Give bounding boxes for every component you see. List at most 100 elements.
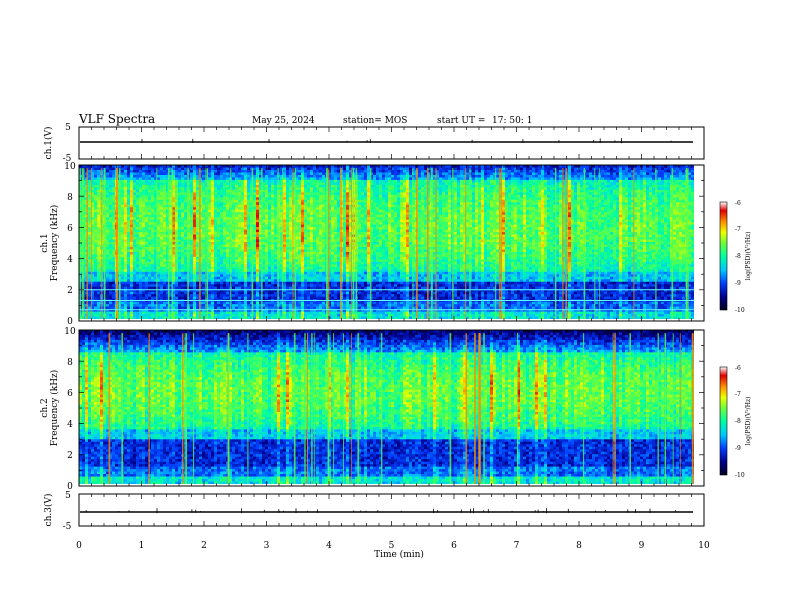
spectrogram-cell [148,259,152,263]
spectrogram-cell [112,219,116,223]
spectrogram-cell [196,217,200,221]
spectrogram-cell [145,177,149,181]
spectrogram-cell [121,261,125,265]
spectrogram-cell [301,251,305,255]
spectrogram-cell [160,314,164,317]
spectrogram-cell [175,311,179,315]
spectrogram-cell [145,246,149,250]
spectrogram-cell [238,192,242,196]
spectrogram-cell [220,209,224,213]
spectrogram-cell [289,194,293,198]
spectrogram-cell [202,189,206,193]
spectrogram-cell [241,207,245,211]
spectrogram-cell [247,179,251,183]
spectrogram-cell [217,209,221,213]
spectrogram-cell [223,284,227,288]
spectrogram-cell [106,306,110,310]
spectrogram-cell [121,202,125,206]
spectrogram-cell [127,182,131,186]
spectrogram-cell [184,222,188,226]
spectrogram-cell [226,271,230,275]
spectrogram-cell [271,179,275,183]
spectrogram-cell [217,204,221,208]
spectrogram-cell [244,234,248,238]
spectrogram-cell [295,284,299,288]
spectrogram-cell [154,264,158,268]
spectrogram-cell [316,187,320,191]
spectrogram-cell [262,207,266,211]
spectrogram-cell [247,301,251,305]
spectrogram-cell [157,316,161,319]
spectrogram-cell [193,301,197,305]
spectrogram-cell [151,279,155,283]
spectrogram-cell [148,227,152,230]
spectrogram-cell [196,306,200,310]
spectrogram-cell [256,192,260,196]
spectrogram-cell [286,217,290,221]
spectrogram-cell [163,249,167,253]
spectrogram-cell [202,266,206,270]
spectrogram-cell [127,174,131,178]
spectrogram-cell [202,194,206,198]
spectrogram-cell [283,281,287,285]
spectrogram-cell [178,276,182,280]
spectrogram-cell [127,227,131,230]
spectrogram-cell [151,237,155,240]
spectrogram-cell [238,309,242,312]
spectrogram-cell [172,167,176,171]
spectrogram-cell [286,179,290,183]
spectrogram-cell [109,246,113,250]
spectrogram-cell [172,179,176,183]
spectrogram-cell [286,269,290,273]
spectrogram-cell [259,232,263,235]
spectrogram-cell [286,239,290,243]
spectrogram-cell [247,314,251,317]
spectrogram-cell [163,239,167,243]
spectrogram-cell [121,316,125,319]
spectrogram-cell [97,182,101,186]
spectrogram-cell [136,182,140,186]
spectrogram-cell [310,214,314,218]
spectrogram-cell [298,172,302,176]
spectrogram-cell [232,311,236,315]
spectrogram-cell [184,266,188,270]
spectrogram-cell [133,217,137,221]
spectrogram-cell [139,296,143,300]
spectrogram-cell [193,237,197,240]
spectrogram-cell [304,284,308,288]
spectrogram-cell [151,212,155,216]
spectrogram-cell [88,304,92,307]
spectrogram-cell [274,222,278,226]
spectrogram-cell [145,311,149,315]
spectrogram-cell [253,179,257,183]
spectrogram-cell [154,182,158,186]
spectrogram-cell [283,179,287,183]
spectrogram-cell [214,224,218,228]
spectrogram-cell [316,224,320,228]
spectrogram-cell [319,184,323,188]
spectrogram-cell [169,264,173,268]
spectrogram-cell [253,169,257,173]
spectrogram-cell [151,306,155,310]
spectrogram-cell [151,214,155,218]
spectrogram-cell [226,194,230,198]
spectrogram-cell [235,291,239,295]
spectrogram-cell [292,232,296,235]
spectrogram-cell [274,204,278,208]
spectrogram-cell [124,165,128,168]
spectrogram-cell [196,301,200,305]
spectrogram-cell [94,187,98,191]
spectrogram-cell [88,227,92,230]
spectrogram-cell [151,172,155,176]
spectrogram-cell [310,274,314,278]
spectrogram-cell [154,261,158,265]
spectrogram-cell [274,314,278,317]
spectrogram-cell [301,289,305,293]
spectrogram-cell [253,291,257,295]
ch1-waveform-ytick-bottom: -5 [63,154,72,164]
spectrogram-cell [301,286,305,290]
spectrogram-cell [139,284,143,288]
spectrogram-cell [244,281,248,285]
spectrogram-cell [193,246,197,250]
spectrogram-cell [163,286,167,290]
